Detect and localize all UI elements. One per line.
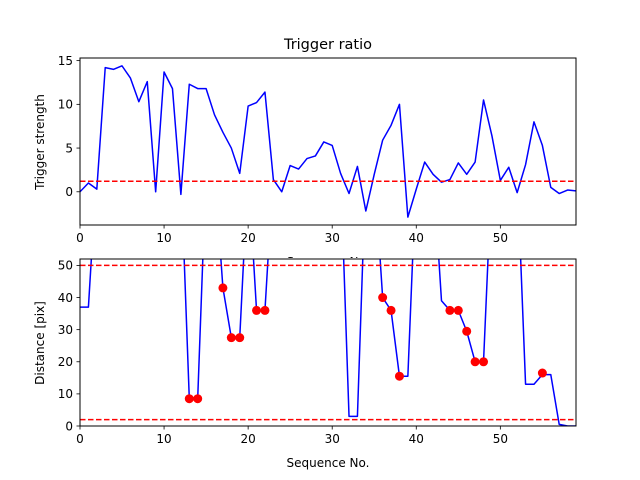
bottom-axes-backdrop [270, 252, 390, 262]
top-y-tick-label: 10 [58, 98, 73, 112]
bot-marker-point [235, 333, 245, 343]
bottom-plot-area: 0 10 20 30 40 50 0 10 20 30 40 50 [58, 259, 576, 446]
top-y-axis-label: Trigger strength [33, 94, 47, 191]
bottom-y-axis-label: Distance [pix] [33, 301, 47, 385]
top-x-tick-label: 50 [493, 231, 508, 245]
bot-marker-point [445, 305, 455, 315]
bot-x-tick-label: 40 [409, 432, 424, 446]
bot-x-tick-label: 10 [156, 432, 171, 446]
bot-marker-point [462, 326, 472, 336]
top-x-tick-label: 20 [240, 231, 255, 245]
bot-marker-point [470, 357, 480, 367]
bot-marker-point [226, 333, 236, 343]
bot-marker-point [252, 305, 262, 315]
top-chart-title: Trigger ratio [283, 37, 372, 53]
bottom-chart: Distance [pix] Sequence No. 0 10 20 30 40 500… [33, 252, 577, 470]
top-y-tick-label: 5 [65, 141, 73, 155]
top-plot-area: 0 10 20 30 40 50 0 5 10 15 [58, 54, 576, 245]
bot-marker-point [394, 371, 404, 381]
bot-y-tick-label: 40 [58, 291, 73, 305]
bot-marker-point [378, 293, 388, 303]
bot-y-tick-label: 10 [58, 387, 73, 401]
bot-x-tick-label: 20 [240, 432, 255, 446]
top-axes-frame [79, 57, 577, 226]
top-x-tick-label: 30 [325, 231, 340, 245]
bot-marker-point [184, 394, 194, 404]
bot-marker-point [537, 368, 547, 378]
bot-marker-point [260, 305, 270, 315]
top-x-axis-label: Sequence No. [287, 255, 370, 269]
top-x-tick-label: 0 [76, 231, 84, 245]
bot-marker-point [193, 394, 203, 404]
bot-marker-point [218, 283, 228, 293]
bot-marker-point [479, 357, 489, 367]
top-series-group [80, 65, 576, 218]
top-x-tick-label: 40 [409, 231, 424, 245]
top-y-tick-label: 0 [65, 185, 73, 199]
top-x-tick-label: 10 [156, 231, 171, 245]
bot-y-tick-label: 20 [58, 355, 73, 369]
top-series-line [80, 65, 576, 218]
bot-y-tick-label: 50 [58, 259, 73, 273]
bot-x-tick-label: 50 [493, 432, 508, 446]
bot-y-tick-label: 0 [65, 419, 73, 433]
bot-y-tick-label: 30 [58, 323, 73, 337]
bot-marker-point [453, 305, 463, 315]
bottom-x-axis-label: Sequence No. [287, 456, 370, 470]
top-y-tick-label: 15 [58, 54, 73, 68]
top-chart: Trigger ratio Trigger strength 0 10 20 30 40… [33, 37, 577, 245]
top-x-axis-label-wrap: Sequence No. [287, 255, 370, 269]
bot-series-group [80, 259, 576, 426]
bot-marker-point [386, 305, 396, 315]
bot-x-tick-label: 30 [325, 432, 340, 446]
bottom-axes-frame [79, 258, 577, 427]
bot-x-tick-label: 0 [76, 432, 84, 446]
